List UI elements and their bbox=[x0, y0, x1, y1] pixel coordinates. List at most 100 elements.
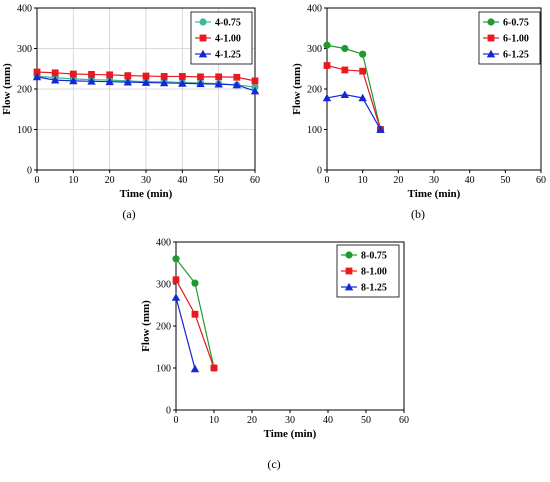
x-tick-label: 60 bbox=[399, 415, 409, 426]
data-point bbox=[106, 71, 114, 79]
series-line bbox=[326, 64, 382, 130]
x-tick-label: 40 bbox=[323, 415, 333, 426]
series-line bbox=[175, 279, 215, 369]
series-6-1.00 bbox=[323, 62, 384, 133]
x-tick-label: 40 bbox=[177, 175, 187, 186]
x-tick-label: 0 bbox=[174, 415, 179, 426]
legend-marker bbox=[345, 251, 353, 259]
x-tick-label: 60 bbox=[536, 175, 546, 186]
data-point bbox=[159, 78, 169, 87]
legend-label: 6-1.25 bbox=[503, 50, 529, 61]
x-tick-label: 20 bbox=[247, 415, 257, 426]
data-point bbox=[191, 310, 199, 318]
legend-label: 6-0.75 bbox=[503, 18, 529, 29]
y-tick-label: 200 bbox=[17, 85, 32, 96]
data-point bbox=[376, 125, 385, 133]
data-point bbox=[323, 62, 331, 69]
y-tick-label: 300 bbox=[307, 44, 322, 55]
data-point bbox=[178, 79, 187, 87]
y-tick-label: 0 bbox=[317, 166, 322, 177]
data-point bbox=[142, 72, 150, 80]
y-tick-label: 100 bbox=[307, 125, 322, 136]
data-point bbox=[233, 73, 241, 81]
x-tick-label: 0 bbox=[35, 175, 40, 186]
x-tick-label: 10 bbox=[358, 175, 368, 186]
x-tick-label: 20 bbox=[393, 175, 403, 186]
y-tick-label: 400 bbox=[17, 4, 32, 15]
legend: 4-0.75 4-1.00 4-1.25 bbox=[190, 11, 253, 65]
data-point bbox=[323, 41, 331, 49]
chart-panel-b: 0 10 20 30 40 50 60 0 100 200 300 400 Time (min) Flow… bbox=[291, 4, 546, 222]
data-point bbox=[50, 75, 60, 84]
y-tick-label: 300 bbox=[17, 44, 32, 55]
panel-caption: (c) bbox=[267, 457, 280, 471]
data-point bbox=[341, 44, 349, 53]
legend-marker bbox=[487, 34, 495, 42]
legend: 8-0.75 8-1.00 8-1.25 bbox=[336, 244, 400, 298]
legend: 6-0.75 6-1.00 6-1.25 bbox=[478, 11, 541, 65]
legend-label: 6-1.00 bbox=[503, 34, 529, 45]
legend-marker bbox=[345, 267, 353, 275]
data-point bbox=[69, 76, 78, 85]
legend-label: 8-0.75 bbox=[361, 251, 387, 262]
data-point bbox=[340, 90, 350, 99]
data-point bbox=[232, 80, 242, 89]
data-point bbox=[250, 86, 260, 95]
series-6-1.25 bbox=[322, 90, 385, 133]
y-axis-title: Flow (mm) bbox=[1, 63, 13, 115]
y-tick-label: 200 bbox=[156, 322, 171, 333]
x-tick-label: 50 bbox=[214, 175, 224, 186]
data-point bbox=[123, 77, 133, 86]
x-axis-title: Time (min) bbox=[264, 428, 317, 440]
data-point bbox=[105, 77, 114, 86]
x-axis-title: Time (min) bbox=[408, 188, 461, 200]
y-axis-title: Flow (mm) bbox=[291, 63, 303, 115]
data-point bbox=[124, 72, 132, 80]
series-8-1.25 bbox=[171, 293, 200, 373]
data-point bbox=[141, 78, 151, 86]
legend-label: 4-1.25 bbox=[215, 50, 241, 61]
x-tick-label: 40 bbox=[465, 175, 475, 186]
x-tick-label: 60 bbox=[250, 175, 260, 186]
data-point bbox=[359, 50, 367, 58]
x-axis-title: Time (min) bbox=[120, 188, 173, 200]
legend-marker bbox=[344, 282, 354, 291]
data-point bbox=[87, 77, 96, 85]
legend-label: 8-1.00 bbox=[361, 267, 387, 278]
data-point bbox=[359, 67, 367, 75]
y-axis-title: Flow (mm) bbox=[140, 300, 152, 352]
data-point bbox=[196, 79, 205, 88]
data-point bbox=[210, 364, 218, 372]
legend-label: 4-1.00 bbox=[215, 34, 241, 45]
data-point bbox=[178, 73, 186, 80]
data-point bbox=[358, 93, 367, 102]
x-tick-label: 10 bbox=[209, 415, 219, 426]
x-tick-label: 0 bbox=[325, 175, 330, 186]
series-line bbox=[326, 94, 382, 130]
x-tick-label: 20 bbox=[105, 175, 115, 186]
data-point bbox=[215, 73, 223, 81]
data-point bbox=[197, 73, 204, 81]
data-point bbox=[51, 69, 59, 77]
data-point bbox=[322, 93, 332, 102]
y-tick-label: 100 bbox=[17, 125, 32, 136]
x-tick-label: 30 bbox=[429, 175, 439, 186]
data-point bbox=[32, 72, 42, 81]
panel-caption: (a) bbox=[122, 207, 135, 221]
y-tick-label: 0 bbox=[27, 166, 32, 177]
data-point bbox=[251, 77, 259, 85]
data-point bbox=[214, 79, 223, 88]
x-tick-label: 50 bbox=[500, 175, 510, 186]
y-tick-label: 400 bbox=[307, 4, 322, 15]
legend-marker bbox=[199, 34, 207, 42]
x-tick-label: 10 bbox=[68, 175, 78, 186]
series-line bbox=[175, 297, 196, 369]
data-point bbox=[191, 279, 199, 287]
x-tick-label: 30 bbox=[285, 415, 295, 426]
panel-caption: (b) bbox=[411, 207, 425, 221]
legend-marker bbox=[199, 18, 207, 26]
y-tick-label: 100 bbox=[156, 364, 171, 375]
data-point bbox=[69, 70, 77, 78]
